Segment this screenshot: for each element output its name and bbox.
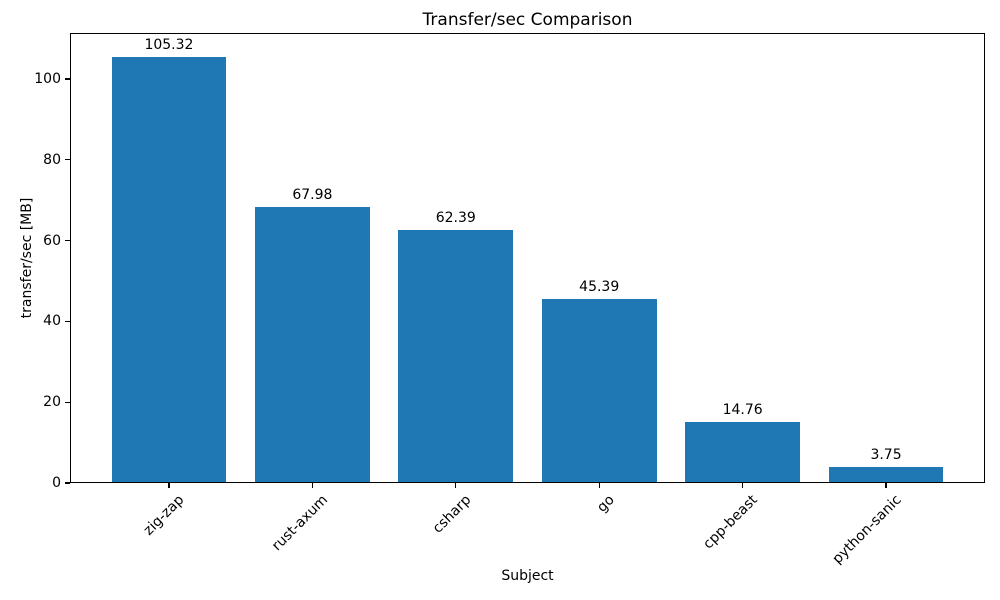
y-tick-label: 40 (43, 313, 61, 330)
x-tick-label-python-sanic: python-sanic (829, 492, 905, 568)
y-tick-mark (65, 482, 70, 484)
x-tick-mark (742, 483, 744, 488)
bar-python-sanic (828, 466, 944, 482)
y-tick-label: 80 (43, 151, 61, 168)
bar-value-label: 3.75 (870, 446, 902, 463)
x-tick-mark (598, 483, 600, 488)
bar-value-label: 14.76 (722, 402, 763, 419)
bar-value-label: 45.39 (579, 278, 620, 295)
y-axis-label: transfer/sec [MB] (19, 197, 35, 319)
y-tick-label: 20 (43, 394, 61, 411)
x-tick-label-csharp: csharp (429, 492, 475, 537)
y-tick-mark (65, 240, 70, 242)
bar-rust-axum (255, 207, 370, 482)
y-tick-label: 60 (43, 232, 61, 249)
y-tick-label: 0 (52, 475, 61, 491)
x-tick-mark (168, 483, 170, 488)
bar-cpp-beast (685, 422, 800, 482)
x-axis-label: Subject (501, 568, 554, 584)
bar-value-label: 62.39 (435, 209, 476, 226)
y-tick-mark (65, 320, 70, 322)
plot-area: 105.32 67.98 62.39 45.39 14.76 3.75 (70, 33, 985, 483)
bar-zig-zap (111, 56, 227, 482)
y-tick-mark (65, 159, 70, 161)
x-tick-mark (311, 483, 313, 488)
y-tick-mark (65, 401, 70, 403)
x-tick-mark (455, 483, 457, 488)
bar-value-label: 67.98 (292, 187, 333, 204)
x-tick-label-rust-axum: rust-axum (268, 492, 331, 555)
bar-go (541, 298, 657, 482)
x-tick-label-go: go (593, 492, 618, 516)
bar-csharp (398, 229, 514, 482)
bar-value-label: 105.32 (144, 36, 194, 53)
x-tick-mark (885, 483, 887, 488)
y-tick-mark (65, 78, 70, 80)
x-tick-label-cpp-beast: cpp-beast (700, 492, 761, 553)
x-tick-label-zig-zap: zig-zap (140, 492, 188, 539)
y-tick-label: 100 (34, 71, 61, 88)
chart-title: Transfer/sec Comparison (422, 10, 633, 30)
